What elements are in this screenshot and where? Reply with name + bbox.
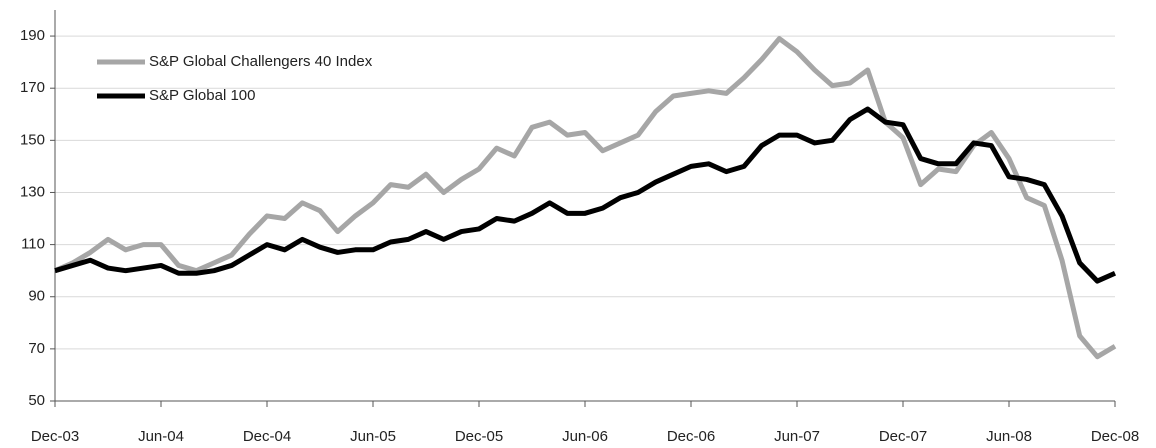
x-tick-label: Jun-07	[774, 428, 820, 445]
y-tick-label: 70	[28, 340, 45, 357]
x-tick-label: Dec-06	[667, 428, 715, 445]
y-tick-label: 190	[20, 27, 45, 44]
y-tick-label: 150	[20, 131, 45, 148]
legend-label: S&P Global 100	[149, 87, 255, 104]
series-line	[53, 36, 1117, 360]
x-tick-label: Dec-03	[31, 428, 79, 445]
y-tick-label: 170	[20, 79, 45, 96]
x-tick-label: Jun-06	[562, 428, 608, 445]
x-tick-label: Jun-04	[138, 428, 184, 445]
x-tick-label: Dec-07	[879, 428, 927, 445]
x-tick-label: Jun-08	[986, 428, 1032, 445]
legend-label: S&P Global Challengers 40 Index	[149, 53, 373, 70]
x-tick-label: Dec-05	[455, 428, 503, 445]
y-tick-label: 110	[21, 236, 45, 253]
x-tick-label: Dec-08	[1091, 428, 1139, 445]
series-line	[54, 106, 1117, 284]
y-tick-label: 90	[28, 288, 45, 305]
y-tick-label: 50	[28, 392, 45, 409]
y-tick-label: 130	[20, 183, 45, 200]
x-tick-label: Jun-05	[350, 428, 396, 445]
x-tick-label: Dec-04	[243, 428, 291, 445]
